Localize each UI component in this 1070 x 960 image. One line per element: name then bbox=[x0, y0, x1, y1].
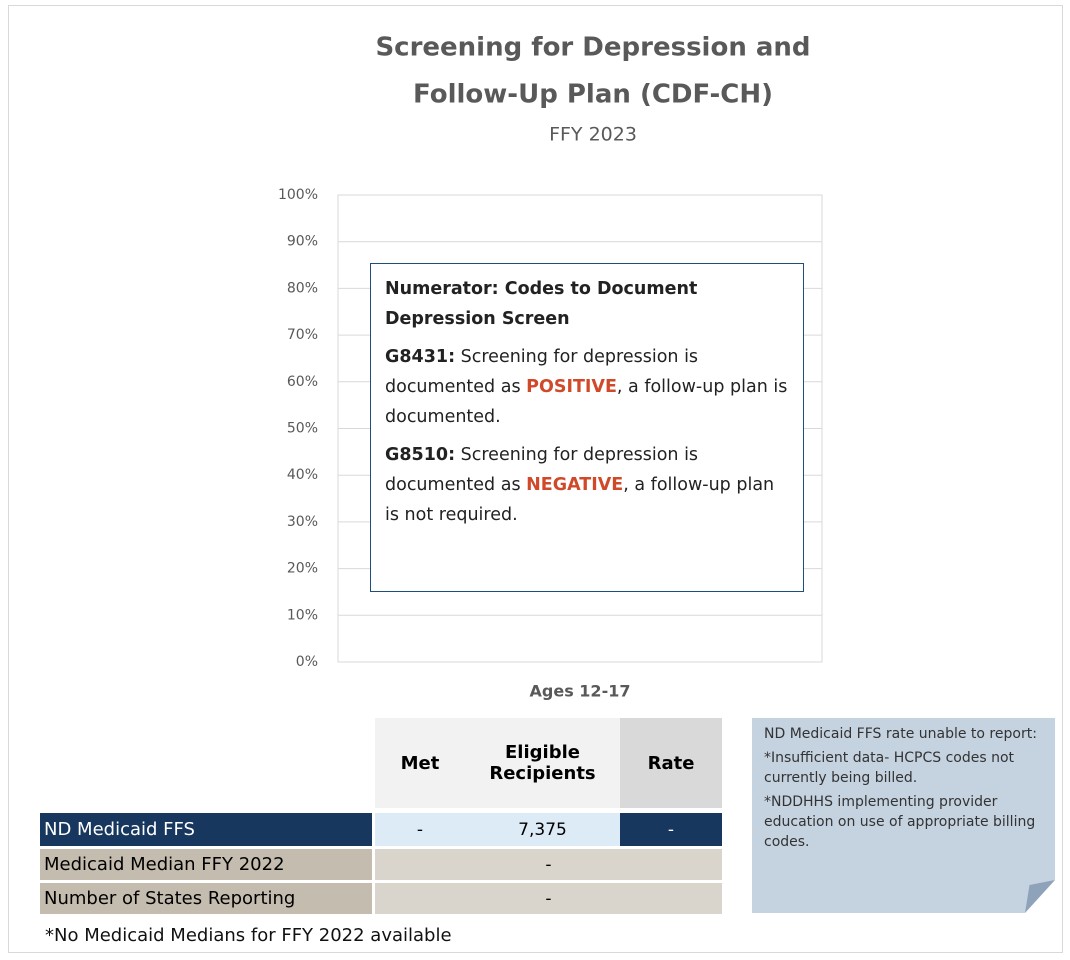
y-tick-label: 10% bbox=[287, 607, 318, 623]
text: , a follow-up plan is documented. bbox=[385, 377, 788, 427]
y-tick-label: 30% bbox=[287, 514, 318, 530]
text: , a follow-up plan is not required. bbox=[385, 475, 775, 525]
note-line: *Insufficient data- HCPCS codes not curr… bbox=[764, 750, 1015, 786]
text: Screening for depression is documented a… bbox=[385, 445, 699, 495]
y-tick-label: 80% bbox=[287, 280, 318, 296]
chart-title-line2: Follow-Up Plan (CDF-CH) bbox=[413, 80, 773, 110]
chart-subtitle: FFY 2023 bbox=[549, 124, 637, 146]
row-label: ND Medicaid FFS bbox=[40, 813, 372, 846]
column-header: Eligible Recipients bbox=[465, 718, 620, 808]
note-line: ND Medicaid FFS rate unable to report: bbox=[764, 726, 1037, 742]
cell: - bbox=[620, 813, 722, 846]
cell: - bbox=[375, 813, 465, 846]
row-label: Number of States Reporting bbox=[40, 883, 372, 914]
annotation-box: Numerator: Codes to Document Depression … bbox=[370, 263, 804, 592]
y-tick-label: 20% bbox=[287, 561, 318, 577]
y-tick-label: 90% bbox=[287, 234, 318, 250]
annotation-heading: Numerator: Codes to Document Depression … bbox=[385, 279, 698, 329]
y-tick-label: 0% bbox=[296, 654, 318, 670]
chart-title: Screening for Depression and bbox=[375, 33, 810, 63]
highlight: POSITIVE bbox=[526, 377, 617, 397]
column-header: Rate bbox=[620, 718, 722, 808]
annotation-item: G8431: Screening for depression is docum… bbox=[385, 342, 789, 432]
x-tick-label: Ages 12-17 bbox=[530, 682, 631, 701]
note-line: *NDDHHS implementing provider education … bbox=[764, 794, 1036, 850]
cell: - bbox=[375, 883, 722, 914]
row-label: Medicaid Median FFY 2022 bbox=[40, 849, 372, 880]
y-tick-label: 50% bbox=[287, 421, 318, 437]
y-tick-label: 70% bbox=[287, 327, 318, 343]
code: G8431: bbox=[385, 347, 456, 367]
annotation-item: G8510: Screening for depression is docum… bbox=[385, 440, 789, 530]
footnote: *No Medicaid Medians for FFY 2022 availa… bbox=[45, 925, 452, 946]
side-note: ND Medicaid FFS rate unable to report: *… bbox=[752, 718, 1055, 913]
y-tick-label: 40% bbox=[287, 467, 318, 483]
code: G8510: bbox=[385, 445, 456, 465]
frame bbox=[8, 5, 1063, 953]
text: Screening for depression is documented a… bbox=[385, 347, 699, 397]
y-tick-label: 100% bbox=[278, 187, 318, 203]
y-tick-label: 60% bbox=[287, 374, 318, 390]
column-header: Met bbox=[375, 718, 465, 808]
chart: Screening for Depression and Follow-Up P… bbox=[278, 33, 823, 701]
highlight: NEGATIVE bbox=[526, 475, 624, 495]
cell: - bbox=[375, 849, 722, 880]
cell: 7,375 bbox=[465, 813, 620, 846]
